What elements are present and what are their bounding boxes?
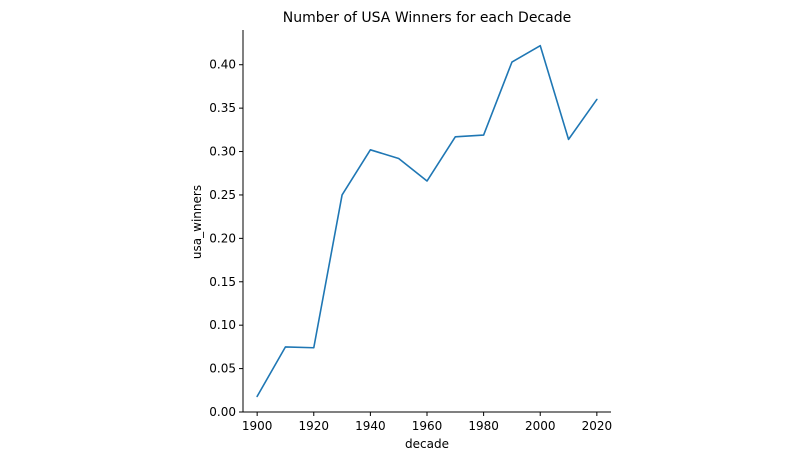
chart-title: Number of USA Winners for each Decade <box>283 10 571 26</box>
series-line <box>256 44 598 398</box>
y-tick-label: 0.10 <box>209 318 236 332</box>
x-tick-label: 1900 <box>242 419 273 433</box>
y-tick-label: 0.25 <box>209 188 236 202</box>
x-axis: 1900 1920 1940 1960 1980 2000 2020 <box>242 411 613 433</box>
y-axis: 0.00 0.05 0.10 0.15 0.20 0.25 0.30 0.35 0.40 <box>209 30 244 419</box>
x-tick-label: 1940 <box>355 419 386 433</box>
y-tick-label: 0.40 <box>209 58 236 72</box>
x-tick-label: 1960 <box>412 419 443 433</box>
x-tick-label: 1980 <box>468 419 499 433</box>
y-axis-label: usa_winners <box>190 185 204 259</box>
x-axis-label: decade <box>405 437 449 451</box>
series-layer <box>256 44 598 398</box>
y-tick-label: 0.30 <box>209 145 236 159</box>
x-tick-label: 2000 <box>525 419 556 433</box>
x-tick-label: 2020 <box>582 419 613 433</box>
y-tick-label: 0.35 <box>209 101 236 115</box>
y-tick-label: 0.05 <box>209 362 236 376</box>
y-tick-label: 0.15 <box>209 275 236 289</box>
y-tick-label: 0.20 <box>209 231 236 245</box>
y-tick-label: 0.00 <box>209 405 236 419</box>
x-tick-label: 1920 <box>298 419 329 433</box>
